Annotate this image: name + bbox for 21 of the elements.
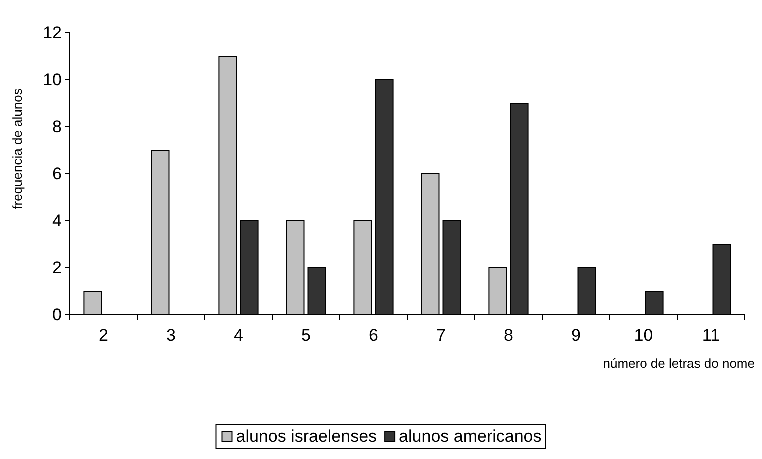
x-tick-label: 4 [234,326,244,346]
x-tick-label: 5 [302,326,311,346]
x-axis-title: número de letras do nome [603,356,755,371]
x-tick-label: 2 [99,326,108,346]
x-tick-label: 8 [504,326,514,346]
y-tick-label: 0 [52,305,62,324]
y-tick-label: 2 [52,258,62,278]
x-tick-label: 6 [369,326,378,346]
x-tick-label: 3 [166,326,176,346]
y-tick-label: 12 [43,23,62,42]
y-tick-label: 4 [52,211,62,230]
y-tick-label: 6 [52,164,62,184]
x-tick-label: 7 [436,326,446,346]
y-tick-label: 10 [43,70,62,90]
x-tick-label: 9 [572,326,581,346]
x-tick-label: 10 [634,326,654,346]
legend-label: alunos americanos [399,427,542,446]
x-tick-label: 11 [702,326,720,346]
legend-label: alunos israelenses [236,427,378,446]
y-tick-label: 8 [52,117,62,136]
y-axis-title: frequencia de alunos [10,88,25,210]
